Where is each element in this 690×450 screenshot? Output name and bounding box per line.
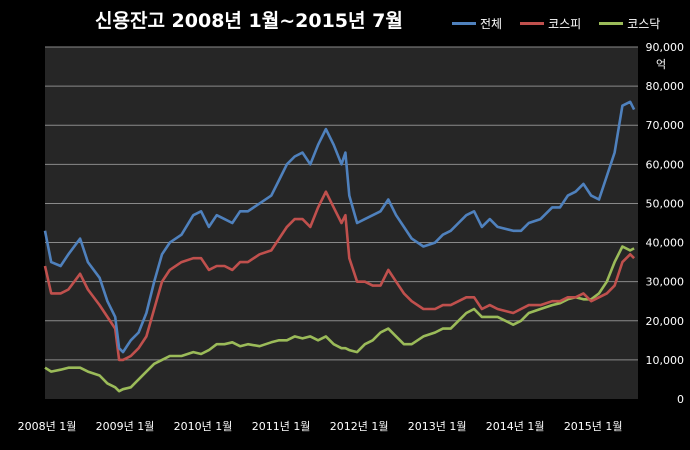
y-tick-label: 60,000: [646, 158, 685, 171]
x-tick-label: 2011년 1월: [252, 420, 311, 433]
x-tick-label: 2014년 1월: [486, 420, 545, 433]
y-tick-label: 70,000: [646, 119, 685, 132]
x-tick-label: 2009년 1월: [96, 420, 155, 433]
y-tick-label: 0: [677, 393, 684, 406]
x-tick-label: 2008년 1월: [18, 420, 77, 433]
series-lines: [43, 100, 636, 393]
legend-swatch-kospi: [520, 22, 545, 25]
legend-label-total: 전체: [480, 17, 503, 31]
y-tick-label: 90,000: [646, 41, 685, 54]
legend-item-total: 전체: [452, 15, 502, 32]
x-axis-ticks: 2008년 1월 2009년 1월 2010년 1월 2011년 1월 2012년 1월…: [18, 420, 623, 433]
legend-swatch-kosdaq: [599, 22, 624, 25]
chart-title: 신용잔고 2008년 1월~2015년 7월: [95, 10, 403, 32]
legend-label-kosdaq: 코스닥: [627, 17, 661, 31]
legend: 전체 코스피 코스닥: [452, 15, 660, 32]
series-line-kospi: [43, 190, 636, 362]
legend-swatch-total: [452, 22, 476, 25]
series-line-total: [43, 100, 636, 354]
legend-item-kospi: 코스피: [520, 15, 581, 32]
x-tick-label: 2012년 1월: [330, 420, 389, 433]
x-tick-label: 2013년 1월: [408, 420, 467, 433]
y-tick-label: 20,000: [646, 315, 685, 328]
y-axis-ticks: 0 10,000 20,000 30,000 40,000 50,000 60,000 70,…: [646, 41, 685, 406]
x-tick-label: 2015년 1월: [564, 420, 623, 433]
gridlines: [45, 46, 638, 361]
y-tick-label: 40,000: [646, 237, 685, 250]
y-tick-label: 50,000: [646, 197, 685, 210]
y-axis-unit-label: 억: [656, 58, 666, 71]
legend-label-kospi: 코스피: [548, 17, 582, 31]
x-tick-label: 2010년 1월: [174, 420, 233, 433]
legend-item-kosdaq: 코스닥: [599, 15, 660, 32]
y-tick-label: 10,000: [646, 354, 685, 367]
series-line-kosdaq: [44, 245, 635, 393]
y-tick-label: 30,000: [646, 276, 685, 289]
y-tick-label: 80,000: [646, 80, 685, 93]
